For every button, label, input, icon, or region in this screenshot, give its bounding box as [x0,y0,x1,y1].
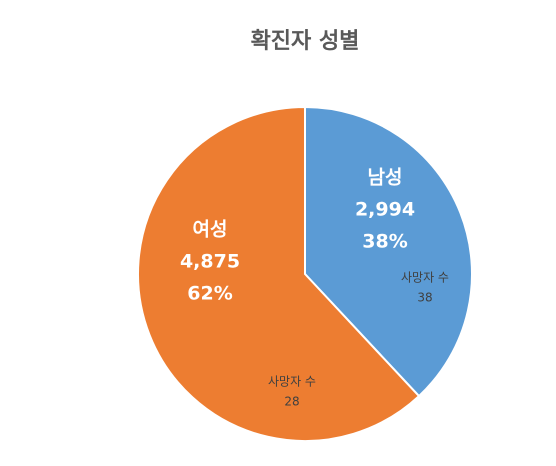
annotation-value: 38 [417,291,432,305]
annotation-label: 사망자 수 [401,271,449,285]
annotation-label: 사망자 수 [268,375,316,389]
slice-category: 남성 [368,167,403,189]
pie-slice [304,105,473,398]
slice-percent: 62% [187,283,232,305]
slice-value: 4,875 [180,251,240,273]
slice-value: 2,994 [355,199,415,221]
slice-percent: 38% [362,231,407,253]
pie-slice [137,105,421,442]
slice-category: 여성 [193,219,228,241]
annotation-value: 28 [284,395,299,409]
chart-title: 확진자 성별 [251,29,360,54]
